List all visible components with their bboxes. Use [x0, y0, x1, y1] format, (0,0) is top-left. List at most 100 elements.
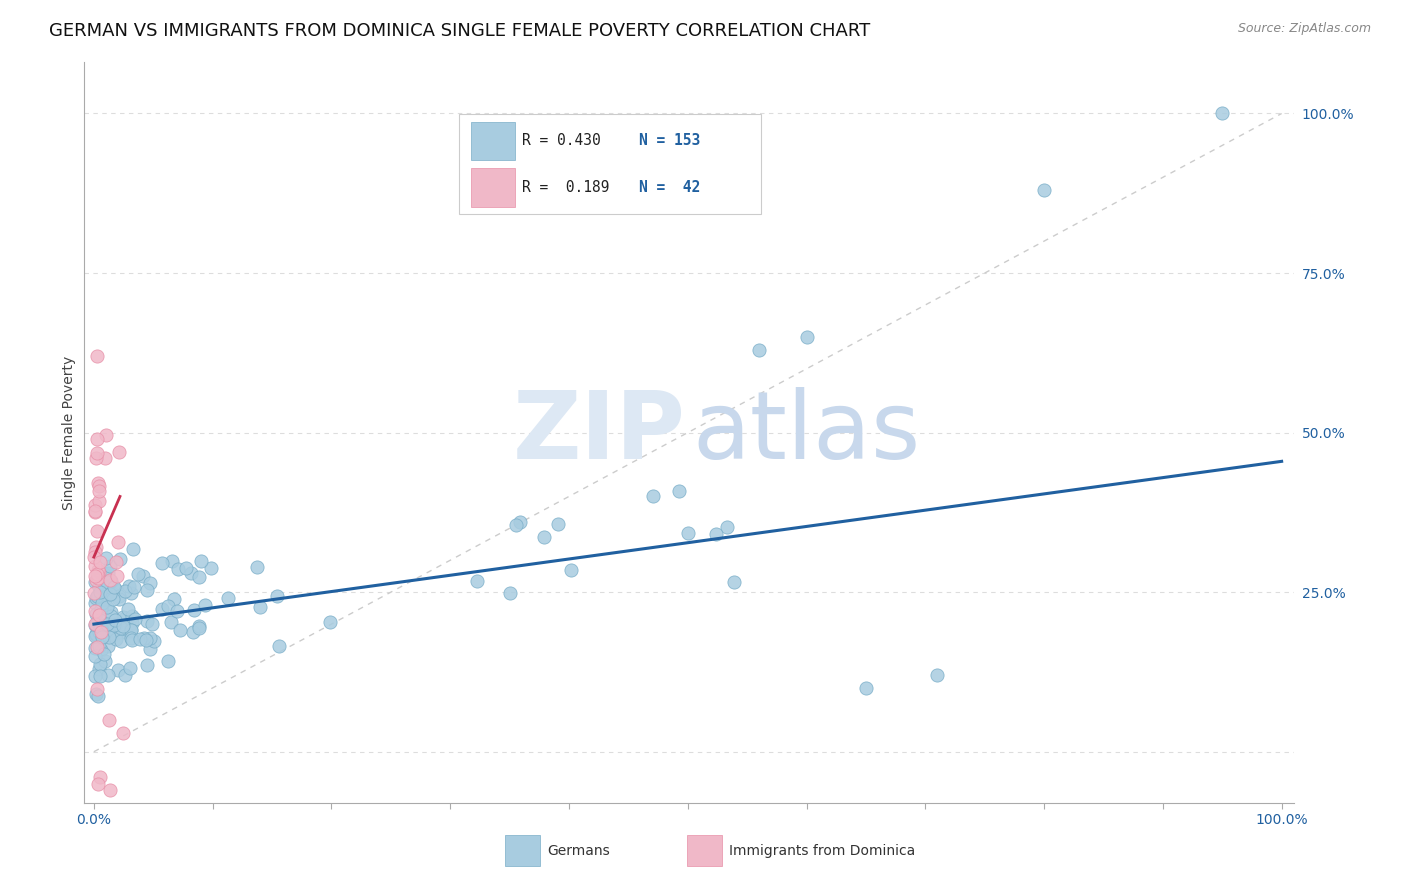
- Point: [114, 584, 136, 599]
- Point: [84, 604, 107, 618]
- Point: [107, 535, 129, 549]
- Point: [89, 555, 111, 569]
- Point: [84, 505, 107, 519]
- Point: [111, 619, 134, 633]
- Text: GERMAN VS IMMIGRANTS FROM DOMINICA SINGLE FEMALE POVERTY CORRELATION CHART: GERMAN VS IMMIGRANTS FROM DOMINICA SINGL…: [49, 22, 870, 40]
- Point: [100, 574, 122, 589]
- Point: [200, 561, 222, 575]
- Point: [86, 567, 108, 582]
- Point: [87, 476, 110, 491]
- Point: [120, 623, 142, 637]
- Point: [121, 542, 143, 557]
- Point: [86, 433, 108, 447]
- Point: [118, 624, 141, 638]
- Point: [87, 590, 110, 604]
- Point: [183, 603, 205, 617]
- Point: [136, 657, 159, 672]
- Point: [94, 591, 117, 606]
- Point: [641, 489, 664, 503]
- Point: [505, 518, 527, 533]
- FancyBboxPatch shape: [471, 169, 515, 207]
- Point: [127, 567, 149, 582]
- Point: [723, 574, 745, 589]
- Point: [84, 591, 107, 606]
- Point: [120, 586, 142, 600]
- Point: [96, 428, 118, 442]
- Point: [465, 574, 488, 588]
- Point: [84, 545, 107, 559]
- Point: [87, 565, 110, 579]
- Point: [86, 446, 108, 460]
- Point: [104, 555, 127, 569]
- Point: [86, 640, 108, 655]
- Point: [180, 566, 202, 580]
- Point: [86, 689, 108, 703]
- Point: [104, 614, 127, 628]
- Point: [90, 643, 112, 657]
- Point: [89, 770, 111, 784]
- Point: [84, 627, 107, 641]
- Point: [89, 585, 111, 599]
- Point: [84, 607, 107, 621]
- Y-axis label: Single Female Poverty: Single Female Poverty: [62, 356, 76, 509]
- Point: [855, 681, 877, 695]
- Point: [150, 602, 173, 616]
- Point: [86, 615, 108, 630]
- Point: [84, 540, 107, 554]
- Point: [120, 631, 142, 645]
- Point: [97, 639, 120, 653]
- Point: [150, 556, 173, 570]
- Point: [90, 581, 112, 595]
- Point: [97, 713, 120, 727]
- Point: [104, 583, 127, 598]
- Text: atlas: atlas: [693, 386, 921, 479]
- Point: [246, 559, 269, 574]
- FancyBboxPatch shape: [460, 114, 762, 214]
- Point: [121, 633, 143, 648]
- Point: [194, 598, 217, 612]
- Point: [84, 687, 107, 701]
- Point: [98, 558, 121, 573]
- Point: [169, 623, 191, 637]
- Point: [84, 616, 107, 631]
- Point: [93, 647, 115, 661]
- Point: [319, 615, 342, 629]
- Point: [217, 591, 239, 606]
- Point: [100, 586, 122, 600]
- Point: [84, 618, 107, 632]
- Point: [174, 561, 197, 575]
- Text: Germans: Germans: [547, 844, 610, 858]
- Point: [927, 668, 949, 682]
- Point: [114, 611, 136, 625]
- Point: [121, 609, 143, 624]
- Point: [83, 503, 105, 517]
- Point: [101, 591, 124, 606]
- Point: [100, 605, 122, 619]
- Text: Immigrants from Dominica: Immigrants from Dominica: [728, 844, 915, 858]
- Point: [166, 562, 188, 576]
- Point: [89, 493, 111, 508]
- Point: [94, 451, 117, 466]
- Point: [112, 610, 135, 624]
- Point: [94, 551, 117, 566]
- FancyBboxPatch shape: [505, 836, 540, 866]
- Point: [716, 520, 738, 534]
- Point: [94, 654, 117, 668]
- Point: [100, 609, 122, 624]
- Point: [107, 445, 129, 459]
- Point: [121, 615, 143, 630]
- Point: [117, 602, 139, 616]
- Point: [96, 575, 118, 590]
- Point: [108, 590, 131, 604]
- Point: [89, 624, 111, 638]
- Point: [156, 654, 179, 668]
- Point: [83, 585, 105, 599]
- Point: [249, 600, 271, 615]
- Point: [110, 624, 132, 639]
- Point: [103, 580, 125, 594]
- Point: [110, 621, 132, 635]
- Point: [90, 624, 112, 639]
- Point: [96, 600, 118, 615]
- Point: [89, 657, 111, 671]
- Point: [98, 573, 121, 587]
